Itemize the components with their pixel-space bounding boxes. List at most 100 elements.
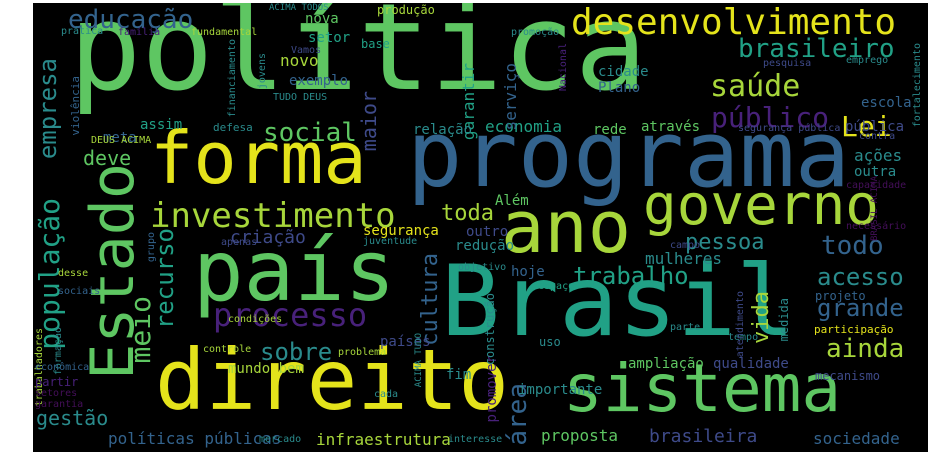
word: Lei [841,110,892,143]
word: financiamento [227,39,238,118]
word: Brasil [441,245,796,359]
word: importante [518,382,603,398]
word: violência [69,76,82,136]
word: interesse [448,434,503,445]
word: TUDO DEUS [273,92,328,103]
word: projeto [815,289,866,303]
word: garantia [35,399,84,410]
word: sobre [260,338,333,366]
word: pessoa [685,230,765,255]
word: através [641,119,701,135]
word: outra [854,164,897,180]
word: ACIMA TUDO [414,333,424,388]
word: juventude [363,236,418,247]
word: proposta [541,426,619,445]
word: acesso [817,263,904,291]
word: toda [441,201,494,226]
word: defesa [213,121,253,134]
word: ACIMA TODOS [269,3,329,13]
word: condições [228,314,283,325]
word: nova [305,11,339,27]
word: relação [413,122,473,138]
word: família [118,27,161,38]
word: governo [643,173,880,238]
word: promoção [511,27,560,38]
word: Nacional [558,43,569,92]
word: emprego [846,55,889,66]
word: problema [338,347,387,358]
word: escola [861,95,912,111]
word: Plano [598,80,641,96]
word: desenvolvimento [571,3,897,43]
word: jovens [257,53,268,90]
word: sistema [563,350,842,427]
word: cultura [418,253,443,346]
word: fim [446,367,472,383]
word: mundo bem [228,361,304,377]
word: deve [83,146,132,170]
word: brasileira [649,426,758,447]
word: mulheres [645,249,723,268]
word: brasileiro [738,34,895,64]
word: setores [35,388,78,399]
word: necessário [846,221,907,232]
word: espaço [538,281,575,292]
word: DEUS ACIMA [91,135,152,146]
word: base [361,37,390,51]
word: cidade [598,64,649,80]
word: construção [483,293,497,366]
word: rede [593,122,627,138]
word: apenas [221,237,258,248]
word: educação [68,5,194,35]
word: exemplo [289,73,349,89]
word: meta [103,130,137,146]
word: grupo [146,232,157,263]
word: pública [845,119,905,135]
word: economia [485,117,563,136]
word: público [711,101,830,134]
word: criação [230,227,306,248]
word: cada [374,389,399,400]
word: outro [466,224,509,240]
word: segurança pública [738,123,841,134]
word: capacidade [846,180,907,191]
word: assim [140,117,183,133]
word: ampliação [628,356,704,372]
word: programa [407,101,851,208]
word: fundamental [191,27,258,38]
word: investimento [150,196,396,236]
word: social [263,118,357,148]
word: todo [821,231,884,261]
word: contra [859,131,896,142]
word: tempo [728,332,759,343]
word: gestão [36,406,109,430]
word-cloud: política programa Brasil país direito an… [33,3,928,452]
word: países [380,334,431,350]
word: sociais [58,286,101,297]
word: política [69,3,647,118]
word: ainda [826,334,905,364]
word: políticas públicas [108,429,282,448]
word: objetivo [458,262,507,273]
word: novo [280,51,319,70]
word: controle [203,344,252,355]
word: saúde [710,69,801,104]
word: trabalho [573,262,689,290]
word: redução [455,238,515,254]
word: fortalecimento [912,43,923,128]
word: econômica [35,362,90,373]
word: empresa [34,58,62,160]
word: serviço [501,63,520,131]
word: Vamos [291,45,322,56]
word: qualidade [713,356,789,372]
word: hoje [511,264,545,280]
word: campo [670,240,701,251]
word: atendimento [735,291,746,358]
word: pesquisa [763,58,812,69]
word: mercado [259,434,302,445]
word: mecanismo [815,369,881,383]
word: partir [35,375,79,389]
word: direito [155,331,510,429]
word: prática [61,26,104,37]
word: desse [58,268,89,279]
